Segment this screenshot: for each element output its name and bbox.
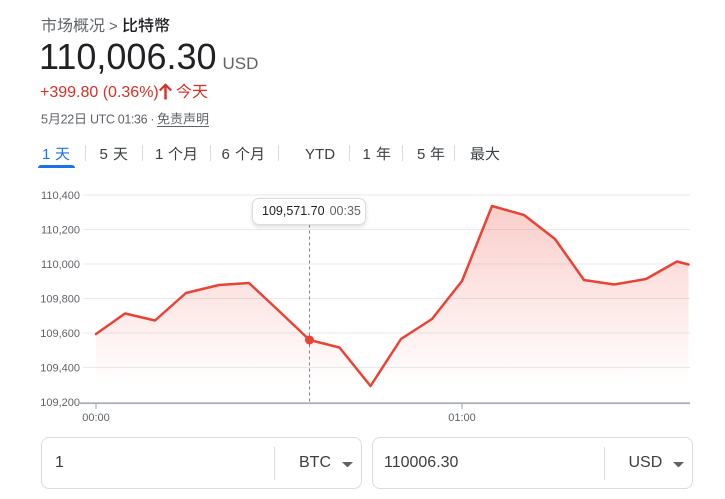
svg-text:109,200: 109,200 — [40, 397, 80, 409]
svg-text:109,800: 109,800 — [40, 294, 80, 306]
svg-text:110,200: 110,200 — [41, 225, 80, 237]
svg-text:00:00: 00:00 — [82, 412, 110, 424]
svg-text:109,400: 109,400 — [40, 363, 80, 375]
svg-text:110,400: 110,400 — [41, 190, 80, 202]
svg-text:01:00: 01:00 — [448, 412, 476, 424]
svg-text:109,600: 109,600 — [40, 328, 80, 340]
svg-text:110,000: 110,000 — [41, 259, 80, 271]
